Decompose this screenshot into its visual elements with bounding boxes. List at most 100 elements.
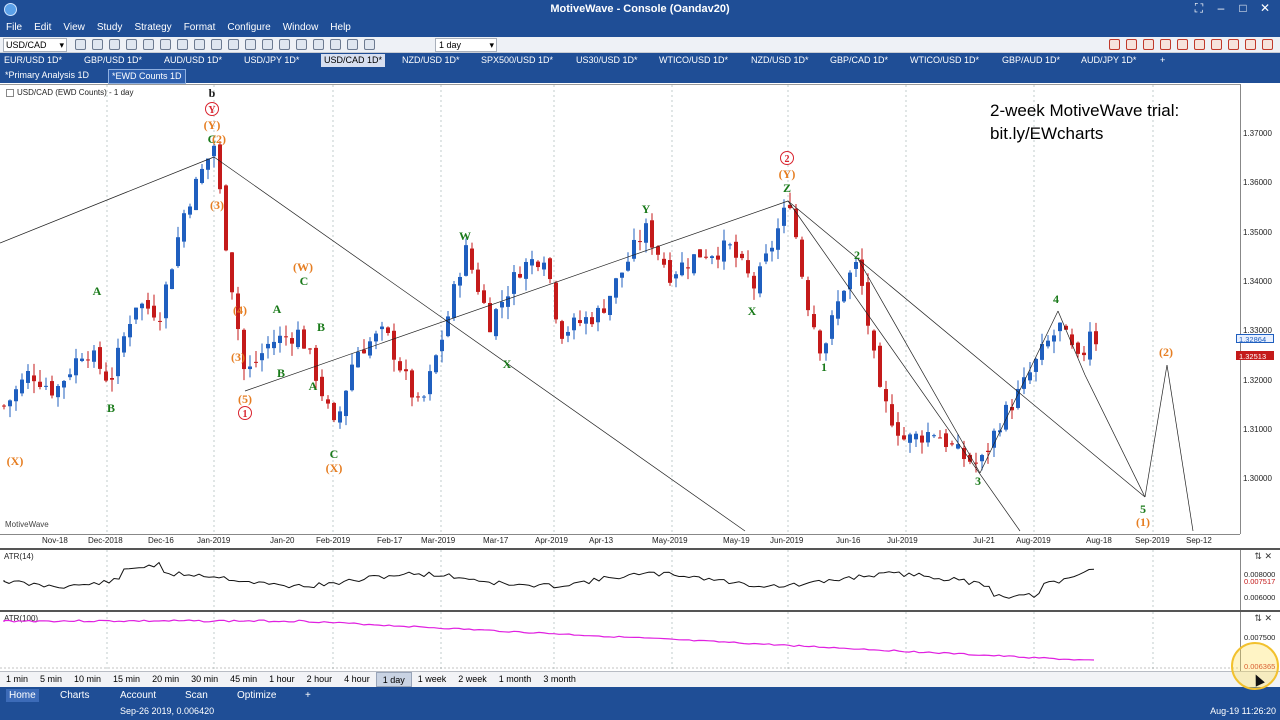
panel-controls[interactable]: ⇅ ✕: [1254, 613, 1272, 623]
add-tab-button[interactable]: +: [1160, 55, 1166, 65]
gauge-icon[interactable]: [1228, 39, 1239, 50]
symbol-tab[interactable]: GBP/AUD 1D*: [1002, 55, 1061, 65]
timeframe-45-min[interactable]: 45 min: [230, 674, 258, 684]
symbol-tab[interactable]: SPX500/USD 1D*: [481, 55, 554, 65]
symbol-tab[interactable]: GBP/CAD 1D*: [830, 55, 889, 65]
symbol-tab[interactable]: WTICO/USD 1D*: [910, 55, 980, 65]
menu-file[interactable]: File: [6, 22, 23, 33]
tools-icon[interactable]: [1177, 39, 1188, 50]
timeframe-select[interactable]: 1 day: [435, 38, 497, 52]
menu-strategy[interactable]: Strategy: [134, 22, 172, 33]
zoom-in-icon[interactable]: [262, 39, 273, 50]
settings-icon[interactable]: [228, 39, 239, 50]
symbol-select[interactable]: USD/CAD: [3, 38, 67, 52]
globe-icon[interactable]: [1245, 39, 1256, 50]
time-axis[interactable]: Nov-18 Dec-2018 Dec-16 Jan-2019 Jan-20 Feb-20…: [0, 534, 1240, 546]
price-tick: 1.36000: [1243, 178, 1272, 188]
menu-window[interactable]: Window: [282, 22, 319, 33]
menu-configure[interactable]: Configure: [227, 22, 271, 33]
candle: [602, 299, 606, 314]
new-icon[interactable]: [92, 39, 103, 50]
symbol-tab[interactable]: WTICO/USD 1D*: [659, 55, 729, 65]
timeframe-2-hour[interactable]: 2 hour: [306, 674, 333, 684]
menu-view[interactable]: View: [63, 22, 85, 33]
timeframe-1-min[interactable]: 1 min: [6, 674, 29, 684]
candle: [926, 422, 930, 447]
candle: [218, 141, 222, 194]
search-icon[interactable]: [75, 39, 86, 50]
print-icon[interactable]: [126, 39, 137, 50]
timeframe-2-week[interactable]: 2 week: [458, 674, 487, 684]
bottom-tab-charts[interactable]: Charts: [60, 690, 90, 701]
camera-icon[interactable]: [160, 39, 171, 50]
price-chart[interactable]: USD/CAD (EWD Counts) - 1 day b Y (Y) C (2) (3…: [0, 84, 1280, 550]
candle: [1076, 341, 1080, 358]
timeframe-4-hour[interactable]: 4 hour: [344, 674, 370, 684]
symbol-tab[interactable]: USD/JPY 1D*: [244, 55, 300, 65]
timeframe-1-month[interactable]: 1 month: [498, 674, 532, 684]
timeframe-3-month[interactable]: 3 month: [543, 674, 576, 684]
price-axis[interactable]: 1.37000 1.36000 1.35000 1.34000 1.33000 1.320…: [1240, 84, 1280, 534]
bottom-tab-home[interactable]: Home: [6, 689, 39, 702]
timeframe-5-min[interactable]: 5 min: [40, 674, 63, 684]
link-icon[interactable]: [364, 39, 375, 50]
refresh-icon[interactable]: [1194, 39, 1205, 50]
page-tab[interactable]: *Primary Analysis 1D: [5, 70, 90, 80]
timeframe-1-day[interactable]: 1 day: [375, 672, 412, 687]
fullscreen-icon[interactable]: ⛶: [1194, 1, 1204, 15]
symbol-tab[interactable]: NZD/USD 1D*: [402, 55, 460, 65]
minimize-button[interactable]: –: [1217, 1, 1225, 15]
pointer-icon[interactable]: [296, 39, 307, 50]
crosshair-icon[interactable]: [211, 39, 222, 50]
timeframe-1-hour[interactable]: 1 hour: [269, 674, 295, 684]
grid-icon[interactable]: [1262, 39, 1273, 50]
bars-icon[interactable]: [1109, 39, 1120, 50]
price-chart-canvas[interactable]: bY(Y)C(2)(3)(4)(3)(5)1AB(X)(W)CABBAC(X)W…: [0, 85, 1240, 535]
draw-icon[interactable]: [347, 39, 358, 50]
panel-controls[interactable]: ⇅ ✕: [1254, 551, 1272, 561]
candle: [482, 284, 486, 305]
symbol-tab[interactable]: AUD/JPY 1D*: [1081, 55, 1137, 65]
close-button[interactable]: ✕: [1259, 1, 1271, 15]
redo-icon[interactable]: [194, 39, 205, 50]
line-icon[interactable]: [313, 39, 324, 50]
symbol-tab[interactable]: USD/CAD 1D*: [321, 54, 386, 67]
sort-icon[interactable]: [1160, 39, 1171, 50]
symbol-tab[interactable]: GBP/USD 1D*: [84, 55, 143, 65]
bottom-tab-optimize[interactable]: Optimize: [237, 690, 277, 701]
table-icon[interactable]: [1211, 39, 1222, 50]
svg-text:B: B: [277, 366, 285, 380]
timeframe-10-min[interactable]: 10 min: [74, 674, 102, 684]
save-icon[interactable]: [109, 39, 120, 50]
menu-edit[interactable]: Edit: [34, 22, 52, 33]
page-tab[interactable]: *EWD Counts 1D: [108, 69, 186, 84]
pan-icon[interactable]: [245, 39, 256, 50]
undo-icon[interactable]: [177, 39, 188, 50]
candle: [1052, 329, 1056, 354]
maximize-button[interactable]: □: [1239, 1, 1247, 15]
menu-help[interactable]: Help: [330, 22, 351, 33]
paint-icon[interactable]: [1143, 39, 1154, 50]
text-icon[interactable]: [330, 39, 341, 50]
bottom-tab-scan[interactable]: Scan: [185, 690, 208, 701]
wave-label: 3: [975, 474, 981, 488]
menu-study[interactable]: Study: [96, 22, 123, 33]
symbol-tab[interactable]: NZD/USD 1D*: [751, 55, 809, 65]
timeframe-1-week[interactable]: 1 week: [417, 674, 447, 684]
candle: [272, 329, 276, 355]
symbol-tab[interactable]: EUR/USD 1D*: [4, 55, 63, 65]
atr14-panel[interactable]: ATR(14) ⇅ ✕ 0.008000 0.007517 0.006000: [0, 548, 1280, 610]
timeframe-15-min[interactable]: 15 min: [113, 674, 141, 684]
timeframe-30-min[interactable]: 30 min: [191, 674, 219, 684]
menu-format[interactable]: Format: [183, 22, 216, 33]
timeframe-20-min[interactable]: 20 min: [152, 674, 180, 684]
symbol-tab[interactable]: US30/USD 1D*: [576, 55, 638, 65]
layout-icon[interactable]: [1126, 39, 1137, 50]
symbol-tab[interactable]: AUD/USD 1D*: [164, 55, 223, 65]
zoom-out-icon[interactable]: [279, 39, 290, 50]
atr100-panel[interactable]: ATR(100) ⇅ ✕ 0.007500 0.006365: [0, 610, 1280, 671]
bottom-tab-account[interactable]: Account: [120, 690, 157, 701]
folder-icon[interactable]: [143, 39, 154, 50]
bottom-tab-add[interactable]: +: [305, 690, 311, 701]
candle: [692, 253, 696, 276]
